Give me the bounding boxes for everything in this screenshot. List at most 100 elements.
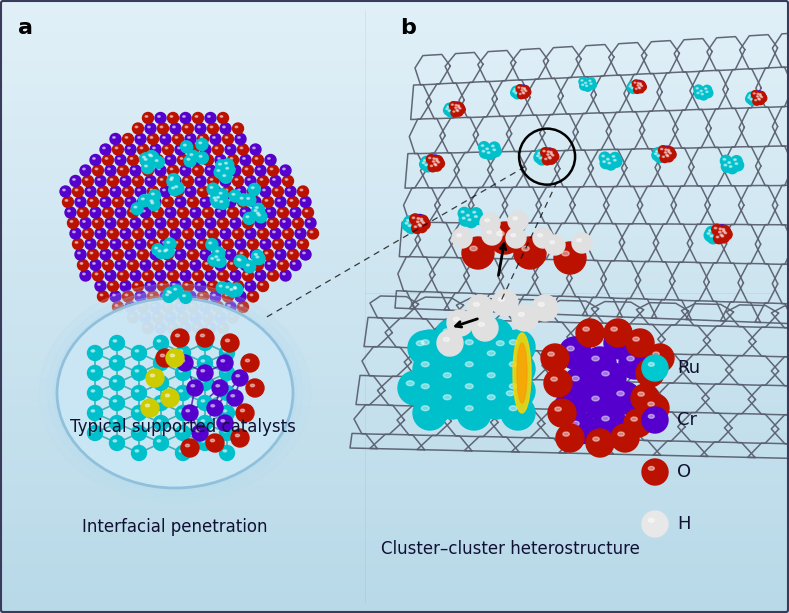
Ellipse shape <box>245 221 248 223</box>
Ellipse shape <box>602 155 604 157</box>
Ellipse shape <box>216 250 219 252</box>
Circle shape <box>582 80 591 88</box>
Circle shape <box>727 162 738 173</box>
Ellipse shape <box>118 158 120 159</box>
Bar <box>0 121 789 126</box>
Ellipse shape <box>583 327 589 331</box>
Ellipse shape <box>255 158 258 159</box>
Circle shape <box>200 144 211 155</box>
Circle shape <box>398 371 432 405</box>
Circle shape <box>167 113 178 123</box>
Ellipse shape <box>213 137 215 139</box>
Ellipse shape <box>190 305 193 306</box>
Ellipse shape <box>128 252 130 254</box>
Circle shape <box>165 259 176 270</box>
Circle shape <box>265 154 276 166</box>
Ellipse shape <box>173 178 175 180</box>
Ellipse shape <box>151 374 155 377</box>
Ellipse shape <box>437 162 439 163</box>
Circle shape <box>564 367 596 399</box>
Circle shape <box>233 228 244 239</box>
Ellipse shape <box>607 158 609 160</box>
Ellipse shape <box>468 219 471 221</box>
Circle shape <box>435 363 469 397</box>
Circle shape <box>712 224 724 237</box>
Ellipse shape <box>143 262 145 264</box>
Ellipse shape <box>160 178 163 180</box>
Ellipse shape <box>95 168 98 170</box>
Ellipse shape <box>158 221 160 223</box>
Circle shape <box>546 153 555 164</box>
Circle shape <box>90 154 101 166</box>
Circle shape <box>190 207 201 218</box>
Ellipse shape <box>68 210 70 211</box>
Bar <box>0 97 789 101</box>
Circle shape <box>145 281 156 292</box>
Circle shape <box>83 175 94 186</box>
Ellipse shape <box>225 294 228 295</box>
Ellipse shape <box>608 162 611 164</box>
Ellipse shape <box>201 360 204 362</box>
Ellipse shape <box>510 384 517 389</box>
Circle shape <box>196 329 214 347</box>
Circle shape <box>227 259 238 270</box>
Ellipse shape <box>408 225 411 227</box>
Ellipse shape <box>39 284 311 502</box>
Circle shape <box>115 154 126 166</box>
Bar <box>0 609 789 613</box>
Ellipse shape <box>125 242 128 243</box>
Ellipse shape <box>193 315 195 317</box>
Ellipse shape <box>180 315 183 317</box>
Circle shape <box>173 186 184 197</box>
Circle shape <box>431 155 440 165</box>
Ellipse shape <box>267 262 270 264</box>
Circle shape <box>219 446 234 460</box>
Ellipse shape <box>200 334 204 337</box>
Ellipse shape <box>629 86 631 87</box>
Ellipse shape <box>414 226 417 227</box>
Circle shape <box>139 194 151 207</box>
Ellipse shape <box>178 252 180 254</box>
Circle shape <box>182 228 193 239</box>
Bar <box>0 140 789 144</box>
Ellipse shape <box>515 93 517 94</box>
Circle shape <box>237 144 249 155</box>
Circle shape <box>167 270 178 281</box>
Bar <box>0 103 789 107</box>
Ellipse shape <box>255 262 258 264</box>
Ellipse shape <box>263 242 265 243</box>
Ellipse shape <box>706 91 708 93</box>
Ellipse shape <box>199 142 202 143</box>
Ellipse shape <box>92 430 95 432</box>
Bar <box>0 465 789 469</box>
Circle shape <box>181 439 199 457</box>
Ellipse shape <box>73 178 75 180</box>
Ellipse shape <box>250 384 255 387</box>
Ellipse shape <box>183 273 185 275</box>
Circle shape <box>513 90 522 99</box>
Circle shape <box>290 207 301 218</box>
Ellipse shape <box>120 168 123 170</box>
Circle shape <box>757 91 765 99</box>
Circle shape <box>154 335 169 351</box>
Circle shape <box>100 249 111 260</box>
Circle shape <box>660 153 669 162</box>
Ellipse shape <box>158 168 160 170</box>
Ellipse shape <box>170 168 173 170</box>
Ellipse shape <box>488 351 495 356</box>
Circle shape <box>463 211 476 223</box>
Ellipse shape <box>178 200 180 201</box>
Circle shape <box>459 214 472 226</box>
Ellipse shape <box>92 262 95 264</box>
Ellipse shape <box>190 147 193 149</box>
Ellipse shape <box>446 108 448 110</box>
Circle shape <box>720 227 731 238</box>
Circle shape <box>257 228 268 239</box>
Ellipse shape <box>211 257 214 259</box>
Bar <box>0 382 789 386</box>
Circle shape <box>167 218 178 229</box>
Ellipse shape <box>544 151 546 152</box>
Bar <box>0 232 789 236</box>
Circle shape <box>182 405 198 421</box>
Circle shape <box>710 228 723 240</box>
